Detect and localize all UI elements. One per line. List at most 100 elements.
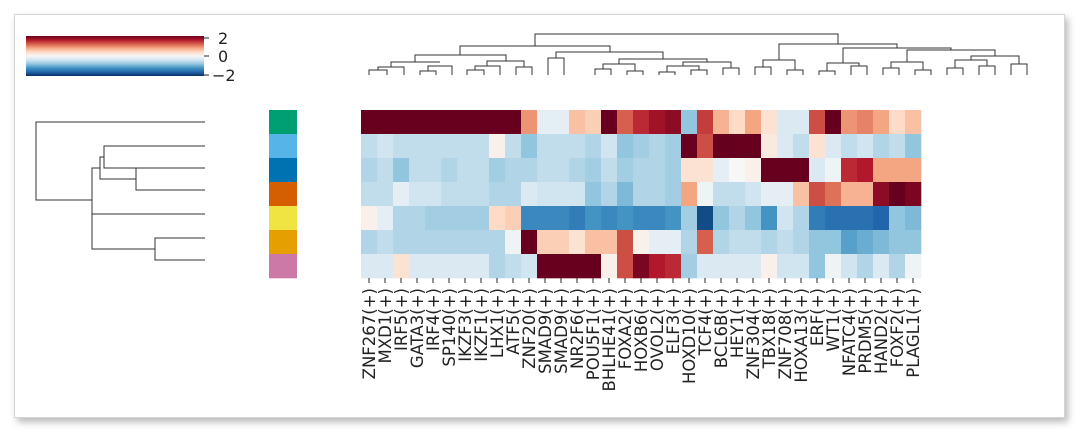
column-label: OVOL2(+) <box>648 288 667 371</box>
column-label: ERF(+) <box>808 288 827 346</box>
column-label: HOXD10(+) <box>680 288 699 384</box>
heatmap-cell <box>393 206 410 231</box>
heatmap-cell <box>521 254 538 279</box>
heatmap-cell <box>681 134 698 159</box>
heatmap-cell <box>409 254 426 279</box>
heatmap-cell <box>729 134 746 159</box>
heatmap-cell <box>761 254 778 279</box>
heatmap-cell <box>393 230 410 255</box>
heatmap-cell <box>761 158 778 183</box>
column-label: MXD1(+) <box>376 288 395 363</box>
heatmap-cell <box>665 158 682 183</box>
colorbar: 2 0 −2 <box>26 29 236 85</box>
heatmap-cell <box>665 110 682 135</box>
heatmap-cell <box>505 182 522 207</box>
heatmap-cell <box>857 134 874 159</box>
heatmap-cell <box>633 158 650 183</box>
heatmap-cell <box>425 134 442 159</box>
heatmap-cell <box>617 134 634 159</box>
heatmap-cell <box>649 158 666 183</box>
heatmap-cell <box>633 182 650 207</box>
heatmap-cell <box>409 110 426 135</box>
column-label: HEY1(+) <box>728 288 747 358</box>
row-color-swatch <box>269 182 297 207</box>
heatmap-cell <box>761 206 778 231</box>
heatmap-cell <box>441 110 458 135</box>
heatmap-cell <box>745 158 762 183</box>
heatmap-cell <box>457 206 474 231</box>
heatmap-cell <box>841 110 858 135</box>
heatmap-cell <box>809 230 826 255</box>
heatmap-cell <box>473 230 490 255</box>
heatmap-cell <box>617 230 634 255</box>
heatmap-cell <box>761 110 778 135</box>
heatmap-cell <box>457 230 474 255</box>
heatmap-cell <box>489 134 506 159</box>
heatmap-cell <box>361 230 378 255</box>
heatmap-cell <box>617 254 634 279</box>
heatmap-cell <box>537 206 554 231</box>
heatmap-cell <box>745 206 762 231</box>
heatmap-cell <box>601 206 618 231</box>
heatmap-cell <box>617 158 634 183</box>
heatmap-cell <box>585 254 602 279</box>
heatmap-cell <box>681 230 698 255</box>
heatmap-cell <box>841 182 858 207</box>
heatmap-cell <box>361 182 378 207</box>
heatmap-cell <box>601 134 618 159</box>
heatmap-cell <box>729 182 746 207</box>
column-label: SP140(+) <box>440 288 459 367</box>
heatmap-cell <box>761 182 778 207</box>
heatmap-cell <box>713 230 730 255</box>
column-label: POU5F1(+) <box>584 288 603 380</box>
row-color-swatch <box>269 230 297 255</box>
heatmap-cell <box>697 254 714 279</box>
heatmap-cell <box>633 230 650 255</box>
heatmap-cell <box>377 110 394 135</box>
column-label: HOXA13(+) <box>792 288 811 383</box>
colorbar-gradient <box>26 36 204 76</box>
heatmap-cell <box>489 182 506 207</box>
heatmap-cell <box>377 254 394 279</box>
heatmap-cell <box>809 254 826 279</box>
heatmap-cell <box>857 182 874 207</box>
heatmap-cell <box>729 230 746 255</box>
column-label: IRF5(+) <box>392 288 411 351</box>
heatmap-cell <box>697 110 714 135</box>
heatmap-cell <box>393 254 410 279</box>
heatmap-cell <box>585 206 602 231</box>
heatmap-cell <box>713 206 730 231</box>
heatmap-cell <box>537 158 554 183</box>
heatmap-cell <box>601 230 618 255</box>
heatmap-cell <box>569 230 586 255</box>
heatmap-cell <box>441 230 458 255</box>
column-label: IRF4(+) <box>424 288 443 351</box>
heatmap-cell <box>537 254 554 279</box>
heatmap-cell <box>601 110 618 135</box>
column-label: NFATC4(+) <box>840 288 859 376</box>
row-color-swatch <box>269 110 297 135</box>
heatmap-cell <box>889 158 906 183</box>
heatmap-cell <box>585 110 602 135</box>
heatmap-cell <box>873 230 890 255</box>
heatmap-cell <box>713 110 730 135</box>
heatmap-cell <box>697 206 714 231</box>
heatmap-cell <box>809 134 826 159</box>
heatmap-cell <box>569 254 586 279</box>
heatmap-cell <box>809 206 826 231</box>
heatmap-cell <box>857 206 874 231</box>
column-label: ELF3(+) <box>664 288 683 354</box>
heatmap-cell <box>729 110 746 135</box>
column-label: IKZF3(+) <box>456 288 475 362</box>
column-label: IKZF1(+) <box>472 288 491 362</box>
heatmap-cell <box>361 254 378 279</box>
heatmap-cell <box>505 206 522 231</box>
heatmap-cell <box>377 230 394 255</box>
heatmap-cell <box>377 158 394 183</box>
heatmap-cell <box>633 206 650 231</box>
heatmap-cell <box>585 230 602 255</box>
heatmap-cell <box>745 134 762 159</box>
heatmap-cell <box>777 206 794 231</box>
heatmap-cell <box>361 206 378 231</box>
